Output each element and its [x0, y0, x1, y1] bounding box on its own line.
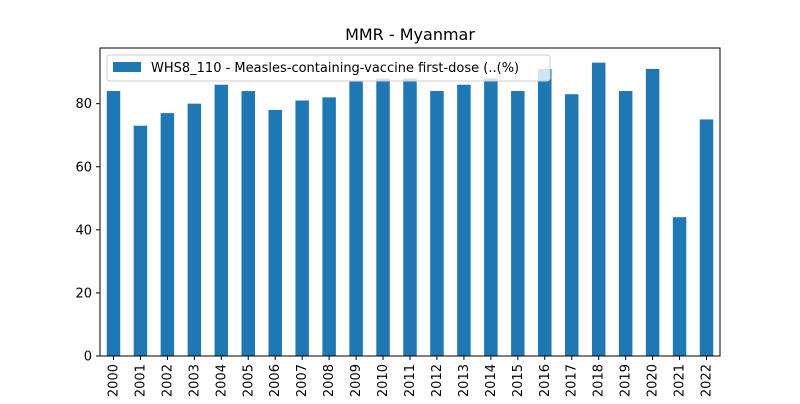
bar-2022 — [699, 119, 714, 356]
bar-2013 — [457, 84, 471, 356]
plot-frame — [99, 47, 721, 357]
x-tick-label: 2015 — [511, 364, 526, 397]
bar-2009 — [349, 81, 363, 356]
legend: WHS8_110 - Measles-containing-vaccine fi… — [106, 54, 551, 82]
x-tick-label: 2020 — [646, 364, 661, 397]
bar-2003 — [187, 103, 202, 356]
x-tick-label: 2014 — [484, 364, 499, 397]
x-tick-label: 2001 — [133, 364, 148, 397]
chart-title: MMR - Myanmar — [345, 25, 475, 44]
bar-2004 — [214, 84, 229, 356]
x-tick-label: 2005 — [241, 364, 256, 397]
bar-2017 — [565, 94, 579, 357]
x-tick-label: 2007 — [295, 364, 310, 397]
bar-2002 — [160, 113, 175, 356]
x-tick-label: 2016 — [538, 364, 553, 397]
bar-2014 — [484, 78, 498, 356]
x-tick-label: 2018 — [592, 364, 607, 397]
x-tick-label: 2021 — [673, 364, 688, 397]
legend-label: WHS8_110 - Measles-containing-vaccine fi… — [151, 61, 519, 76]
x-tick-label: 2002 — [160, 364, 175, 397]
y-tick-label: 80 — [75, 97, 92, 112]
bar-2001 — [133, 125, 148, 356]
x-tick-label: 2008 — [322, 364, 337, 397]
x-axis: 2000 2001 2002 2003 2004 2005 2006 2007 2008 2009… — [106, 356, 715, 397]
y-tick-label: 40 — [75, 223, 92, 238]
x-tick-label: 2022 — [700, 364, 715, 397]
x-tick-label: 2004 — [214, 364, 229, 397]
x-tick-label: 2006 — [268, 364, 283, 397]
x-tick-label: 2011 — [403, 364, 418, 397]
bar-2010 — [376, 78, 390, 356]
bar-2005 — [241, 91, 255, 357]
legend-swatch — [113, 62, 141, 72]
x-tick-label: 2010 — [376, 364, 391, 397]
bar-2012 — [430, 91, 444, 357]
y-tick-label: 60 — [75, 160, 92, 175]
y-axis: 0 20 40 60 80 — [75, 97, 100, 365]
bar-2019 — [618, 91, 633, 357]
x-tick-label: 2012 — [430, 364, 445, 397]
bar-2016 — [538, 68, 552, 356]
bar-2008 — [322, 97, 336, 357]
bar-2000 — [106, 91, 121, 357]
bar-2018 — [591, 62, 606, 357]
x-tick-label: 2003 — [187, 364, 202, 397]
bars-group — [106, 62, 714, 357]
bar-2007 — [295, 100, 309, 357]
bar-2015 — [511, 91, 525, 357]
bar-2006 — [268, 109, 282, 356]
x-tick-label: 2009 — [349, 364, 364, 397]
x-tick-label: 2017 — [565, 364, 580, 397]
y-tick-label: 20 — [75, 286, 92, 301]
x-tick-label: 2013 — [457, 364, 472, 397]
bar-2020 — [645, 68, 660, 356]
bar-2011 — [403, 78, 417, 356]
x-tick-label: 2019 — [619, 364, 634, 397]
bar-2021 — [672, 217, 687, 356]
x-tick-label: 2000 — [106, 364, 121, 397]
legend-box — [106, 54, 551, 82]
y-tick-label: 0 — [84, 350, 92, 365]
